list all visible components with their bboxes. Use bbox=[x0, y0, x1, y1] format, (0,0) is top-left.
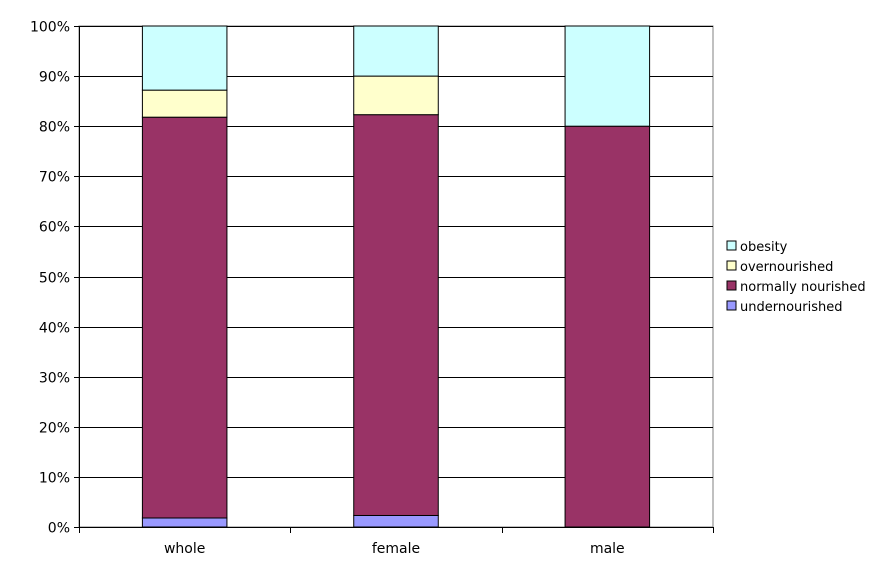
legend-swatch bbox=[726, 240, 737, 251]
bar-segment-whole-obesity bbox=[141, 25, 228, 91]
legend-swatch bbox=[726, 280, 737, 291]
bars bbox=[141, 25, 651, 528]
y-tick-label: 40% bbox=[39, 321, 70, 337]
y-tick-label: 70% bbox=[39, 170, 70, 186]
legend-swatch bbox=[726, 260, 737, 271]
x-tick-label: male bbox=[590, 541, 625, 557]
y-tick-label: 20% bbox=[39, 421, 70, 437]
bar-segment-female-obesity bbox=[353, 25, 439, 77]
y-tick-label: 60% bbox=[39, 220, 70, 236]
y-tick-label: 0% bbox=[48, 521, 70, 537]
bar-segment-whole-normally-nourished bbox=[141, 116, 228, 519]
bar-segment-female-undernourished bbox=[353, 514, 439, 528]
x-tick-label: whole bbox=[164, 541, 205, 557]
y-tick-label: 30% bbox=[39, 371, 70, 387]
y-tick-label: 80% bbox=[39, 120, 70, 136]
bar-segment-male-normally-nourished bbox=[564, 125, 651, 528]
y-tick-label: 100% bbox=[30, 20, 70, 36]
y-tick-label: 10% bbox=[39, 471, 70, 487]
legend-label: obesity bbox=[740, 240, 788, 255]
bar-segment-whole-overnourished bbox=[141, 89, 228, 118]
x-tick-label: female bbox=[372, 541, 420, 557]
y-tick-label: 90% bbox=[39, 70, 70, 86]
legend: obesity overnourished normally nourished un… bbox=[726, 240, 866, 315]
legend-label: undernourished bbox=[740, 300, 843, 315]
legend-label: overnourished bbox=[740, 260, 833, 275]
legend-label: normally nourished bbox=[740, 280, 866, 295]
y-tick-label: 50% bbox=[39, 271, 70, 287]
bar-segment-female-normally-nourished bbox=[353, 114, 439, 516]
bar-segment-female-overnourished bbox=[353, 75, 439, 116]
bar-segment-whole-undernourished bbox=[141, 517, 228, 528]
axes: 0% 10% 20% 30% 40% 50% 60% 70% 80% 90% 100% whole fe… bbox=[30, 20, 714, 557]
bar-segment-male-obesity bbox=[564, 25, 651, 127]
legend-swatch bbox=[726, 300, 737, 311]
